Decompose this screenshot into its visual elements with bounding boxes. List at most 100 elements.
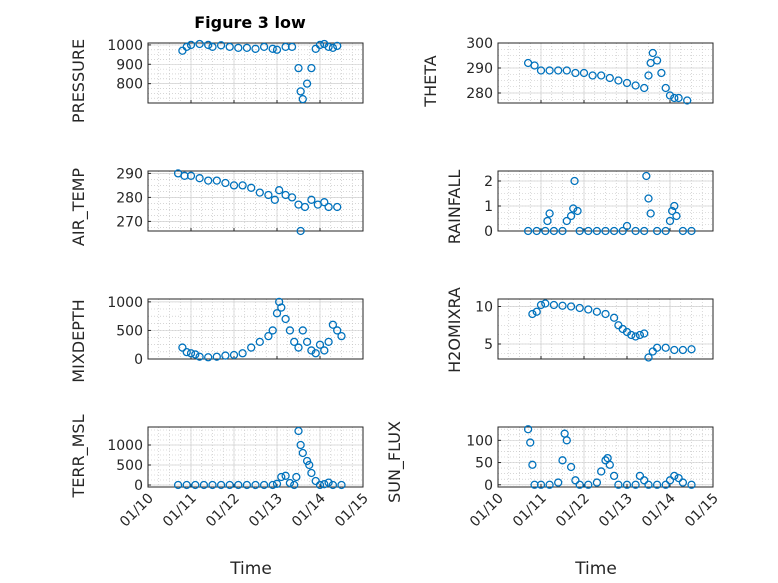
data-point xyxy=(661,226,670,236)
data-point xyxy=(199,480,209,490)
axes-frame xyxy=(497,298,714,360)
data-point xyxy=(635,471,645,481)
data-point xyxy=(281,471,290,480)
h2omixra-ylabel: H2OMIXRA xyxy=(445,287,464,373)
data-point xyxy=(204,40,213,50)
data-point xyxy=(618,226,627,236)
data-point xyxy=(287,193,297,202)
data-point xyxy=(208,42,217,52)
data-point xyxy=(678,226,688,236)
data-point xyxy=(661,83,670,93)
y-tick-label: 300 xyxy=(466,36,493,52)
data-point xyxy=(182,42,191,52)
y-tick-label: 0 xyxy=(484,478,493,494)
y-tick-label: 2 xyxy=(484,174,493,190)
data-point xyxy=(571,476,580,485)
y-tick-label: 500 xyxy=(116,458,143,474)
data-point xyxy=(296,226,305,236)
data-point xyxy=(687,345,696,354)
data-point xyxy=(558,456,567,465)
data-point xyxy=(644,353,653,362)
data-point xyxy=(665,91,675,100)
data-point xyxy=(635,330,645,340)
data-point xyxy=(296,440,305,450)
data-point xyxy=(549,300,559,310)
data-point xyxy=(268,480,277,490)
data-point xyxy=(324,337,333,347)
data-point xyxy=(191,350,200,359)
data-point xyxy=(528,309,537,319)
data-point xyxy=(631,81,640,90)
data-point xyxy=(290,337,299,347)
data-point xyxy=(195,174,204,183)
y-tick-label: 1000 xyxy=(107,295,143,311)
data-point xyxy=(627,330,636,340)
data-point xyxy=(605,73,614,83)
axes-frame xyxy=(147,426,364,488)
mixdepth-ylabel: MIXDEPTH xyxy=(69,299,88,382)
data-point xyxy=(631,480,640,489)
data-point xyxy=(173,480,183,490)
data-point xyxy=(255,337,264,347)
data-point xyxy=(268,44,277,53)
data-point xyxy=(541,299,550,308)
data-point xyxy=(674,93,683,103)
y-tick-label: 5 xyxy=(484,337,493,353)
data-point xyxy=(678,478,688,487)
data-point xyxy=(526,438,535,447)
data-point xyxy=(320,198,329,207)
data-point xyxy=(298,448,307,458)
data-point xyxy=(315,480,325,490)
data-point xyxy=(652,56,662,65)
data-point xyxy=(238,181,247,190)
data-point xyxy=(642,171,651,181)
data-point xyxy=(247,183,256,192)
data-point xyxy=(554,66,563,75)
data-point xyxy=(652,480,662,489)
data-point xyxy=(687,480,696,489)
data-point xyxy=(672,211,681,221)
data-point xyxy=(558,226,567,236)
data-point xyxy=(333,326,342,335)
data-point xyxy=(320,480,329,489)
data-point xyxy=(609,313,619,322)
data-point xyxy=(315,340,325,349)
data-point xyxy=(644,480,653,489)
data-point xyxy=(566,302,576,311)
data-point xyxy=(541,226,550,236)
data-point xyxy=(562,436,571,445)
data-point xyxy=(523,425,533,434)
y-tick-label: 50 xyxy=(475,456,493,472)
data-point xyxy=(670,345,679,355)
data-point xyxy=(646,209,655,218)
data-point xyxy=(270,195,280,204)
data-point xyxy=(294,426,303,436)
data-point xyxy=(238,349,247,358)
data-point xyxy=(670,93,679,103)
axes-frame xyxy=(497,42,714,104)
data-point xyxy=(285,478,295,488)
data-point xyxy=(614,480,623,489)
data-point xyxy=(315,40,325,50)
data-point xyxy=(324,478,333,487)
data-point xyxy=(333,202,342,212)
data-point xyxy=(584,305,593,314)
data-point xyxy=(644,194,653,203)
data-point xyxy=(216,480,226,490)
data-point xyxy=(272,309,282,318)
axes-frame xyxy=(147,170,364,232)
data-point xyxy=(195,39,204,49)
data-point xyxy=(302,456,312,466)
data-point xyxy=(204,353,213,362)
data-point xyxy=(614,76,623,85)
data-point xyxy=(528,460,537,469)
data-point xyxy=(687,226,696,236)
axes-frame xyxy=(147,42,364,104)
data-point xyxy=(640,476,649,485)
data-point xyxy=(622,480,632,489)
data-point xyxy=(307,195,316,204)
data-point xyxy=(320,346,329,355)
data-point xyxy=(186,40,196,50)
data-point xyxy=(571,68,580,78)
